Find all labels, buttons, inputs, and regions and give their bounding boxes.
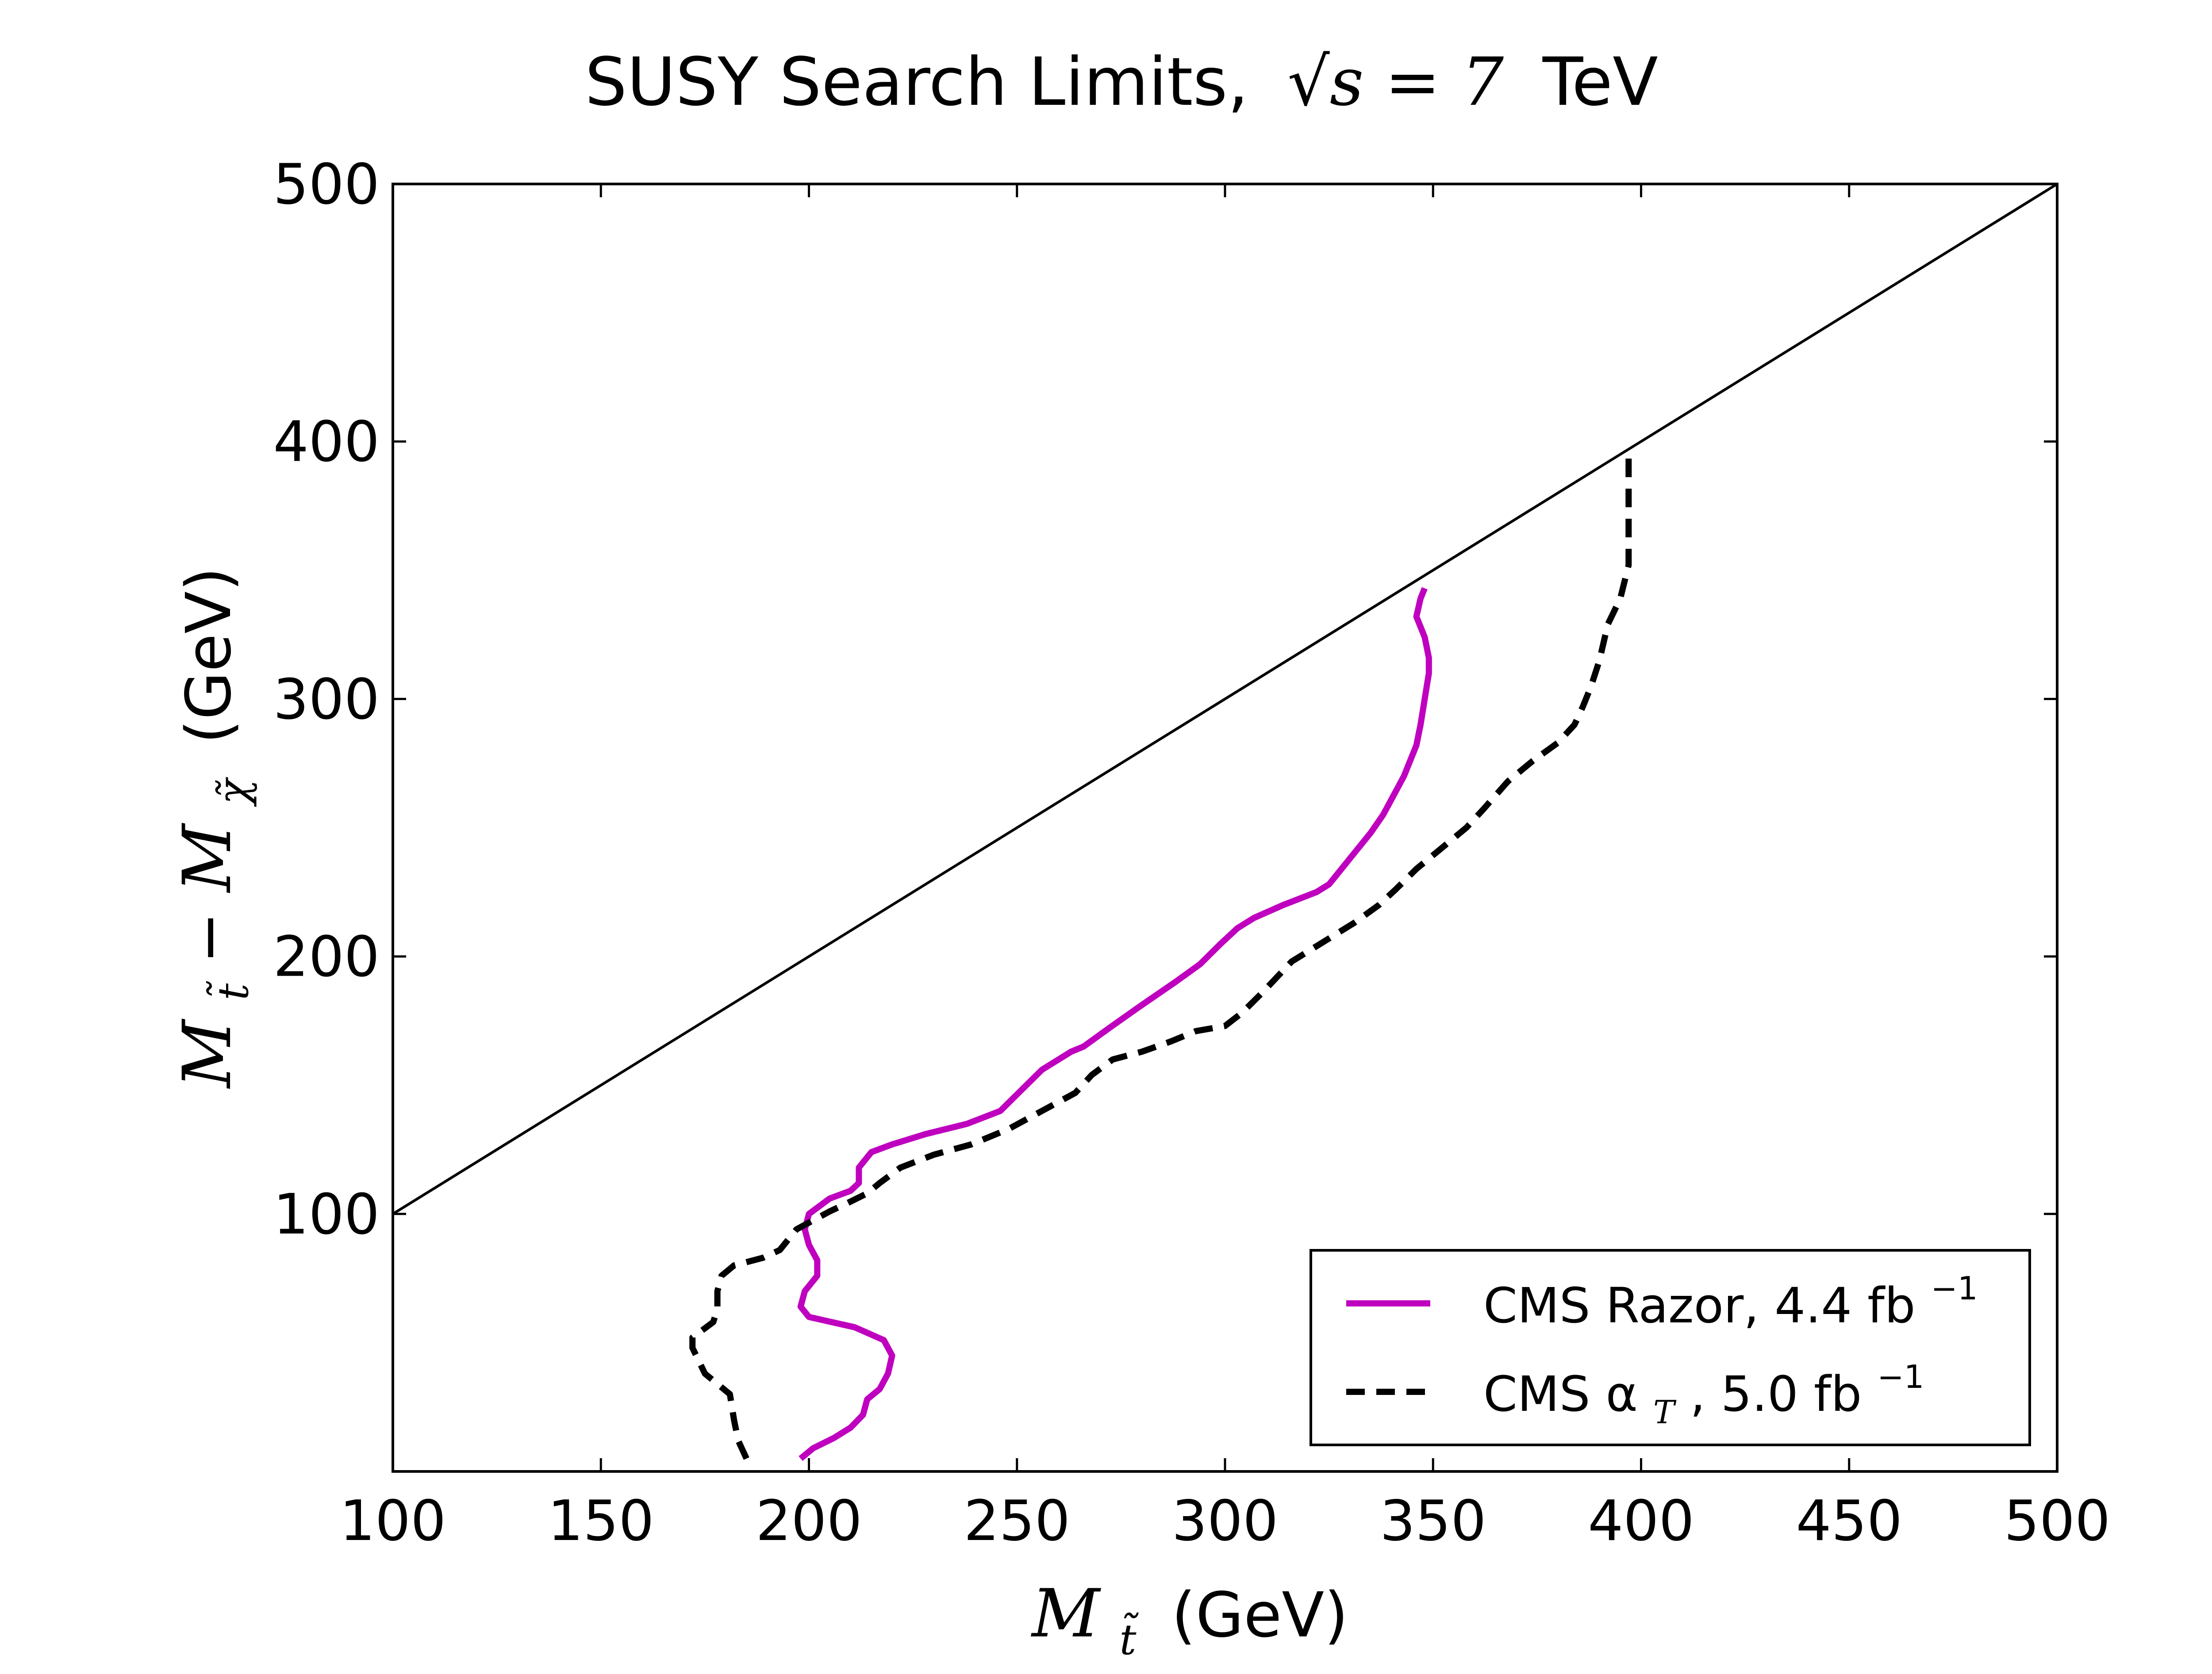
y-tick-label: 400: [273, 409, 380, 474]
chart-title-prefix: SUSY Search Limits,: [585, 44, 1248, 121]
x-tick-label: 150: [548, 1488, 654, 1553]
y-tick-label: 500: [273, 152, 380, 217]
legend-label-alphat: CMS α T , 5.0 fb −1: [1483, 1358, 1924, 1435]
legend-label-alphat-sup: −1: [1877, 1358, 1924, 1395]
y-tick-labels: 100 200 300 400 500: [273, 152, 380, 1247]
x-tick-label: 250: [964, 1488, 1071, 1553]
y-axis-title-math-b: M: [169, 823, 246, 893]
x-tick-label: 200: [756, 1488, 862, 1553]
series-line-cms-alphat: [689, 457, 1632, 1460]
chart-title: SUSY Search Limits, √s = 7 TeV: [585, 44, 1658, 121]
series-line-cms-razor: [797, 587, 1432, 1461]
chart-title-math: √s = 7: [1287, 44, 1504, 121]
y-tick-label: 200: [273, 924, 380, 989]
y-axis-title-math-a: M: [169, 1019, 246, 1089]
x-axis-title: M t̃ (GeV): [1030, 1575, 1348, 1669]
x-axis-title-math: M: [1030, 1575, 1101, 1652]
axis-ticks: [392, 183, 2058, 1471]
chart-title-suffix: TeV: [1542, 44, 1658, 121]
x-tick-label: 450: [1796, 1488, 1903, 1553]
y-axis-title: M t̃ − M χ̃ (GeV): [169, 567, 263, 1089]
legend-label-razor: CMS Razor, 4.4 fb −1: [1483, 1270, 1978, 1334]
reference-line-kinematic-limit: [392, 183, 2058, 1215]
x-tick-label: 350: [1380, 1488, 1486, 1553]
y-axis-title-sub-b: χ̃: [209, 777, 258, 807]
x-tick-label: 500: [2004, 1488, 2111, 1553]
legend-label-razor-sup: −1: [1931, 1270, 1978, 1307]
legend-label-alphat-text: CMS α: [1483, 1366, 1638, 1422]
x-tick-labels: 100 150 200 250 300 350 400 450 500: [340, 1488, 2111, 1553]
y-axis-title-unit: (GeV): [173, 567, 245, 744]
legend: CMS Razor, 4.4 fb −1 CMS α T , 5.0 fb −1: [1310, 1249, 2031, 1446]
x-tick-label: 100: [340, 1488, 446, 1553]
x-axis-title-sub: t̃: [1119, 1612, 1139, 1664]
series-layer: [392, 183, 2058, 1461]
y-axis-title-sub-a: t̃: [206, 981, 258, 1000]
legend-box: [1310, 1249, 2031, 1446]
y-tick-label: 100: [273, 1182, 380, 1247]
x-axis-title-unit: (GeV): [1171, 1579, 1348, 1651]
legend-label-alphat-sub: T: [1653, 1394, 1677, 1431]
x-tick-label: 300: [1172, 1488, 1279, 1553]
x-tick-label: 400: [1588, 1488, 1694, 1553]
y-axis-title-minus: −: [173, 912, 245, 964]
legend-label-alphat-suffix: , 5.0 fb: [1690, 1366, 1862, 1422]
legend-label-razor-text: CMS Razor, 4.4 fb: [1483, 1277, 1916, 1334]
y-tick-label: 300: [273, 667, 380, 732]
